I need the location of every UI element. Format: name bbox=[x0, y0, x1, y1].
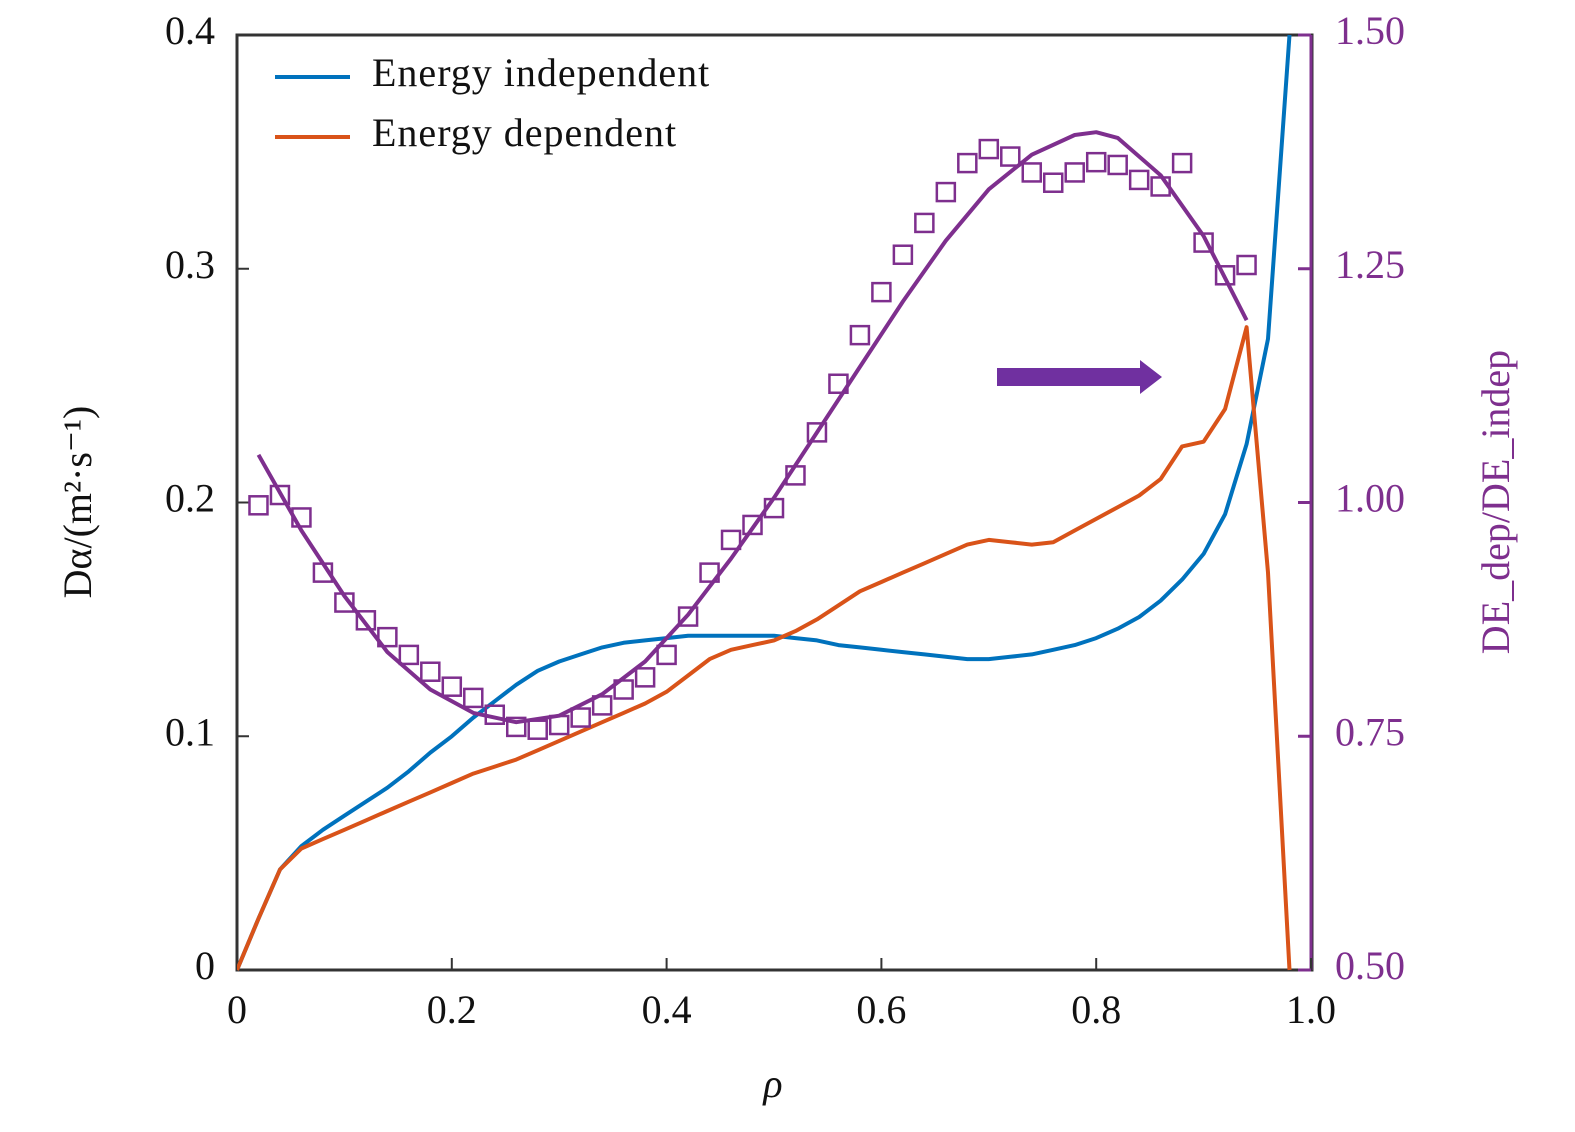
square-marker bbox=[1236, 254, 1257, 276]
legend-label: Energy independent bbox=[372, 50, 710, 95]
y2-tick-label: 0.75 bbox=[1335, 709, 1405, 754]
x-tick-label: 0.4 bbox=[642, 987, 692, 1032]
square-marker bbox=[677, 606, 699, 627]
square-marker bbox=[505, 716, 527, 738]
x-axis-label: ρ bbox=[761, 1061, 782, 1106]
arrow bbox=[997, 360, 1162, 394]
y-tick-label: 0.4 bbox=[165, 8, 215, 53]
square-marker bbox=[570, 707, 591, 728]
square-marker bbox=[613, 679, 634, 700]
square-marker bbox=[935, 181, 957, 203]
square-marker bbox=[634, 667, 656, 688]
x-tick-label: 1.0 bbox=[1286, 987, 1336, 1032]
square-marker bbox=[914, 212, 935, 234]
square-marker bbox=[1085, 151, 1107, 173]
y-axis-label: Dα/(m²·s⁻¹) bbox=[55, 406, 100, 599]
square-marker bbox=[1042, 172, 1064, 193]
x-tick-label: 0.8 bbox=[1071, 987, 1121, 1032]
square-marker bbox=[527, 719, 548, 740]
square-marker bbox=[1171, 152, 1193, 174]
square-marker bbox=[355, 610, 377, 631]
square-marker bbox=[656, 644, 677, 666]
x-tick-label: 0.2 bbox=[427, 987, 477, 1032]
y2-tick-label: 1.50 bbox=[1335, 8, 1405, 53]
y-tick-label: 0.2 bbox=[165, 476, 215, 521]
square-marker bbox=[957, 152, 978, 174]
square-marker bbox=[441, 676, 463, 697]
series-line bbox=[256, 130, 1249, 725]
square-marker bbox=[806, 422, 828, 443]
square-marker bbox=[1021, 162, 1043, 183]
legend-label: Energy dependent bbox=[372, 110, 677, 155]
square-marker bbox=[1064, 162, 1085, 183]
series-line bbox=[237, 34, 1292, 971]
y-tick-label: 0 bbox=[195, 943, 215, 988]
y2-tick-label: 1.25 bbox=[1335, 242, 1405, 287]
square-marker bbox=[463, 687, 484, 709]
square-marker bbox=[548, 714, 570, 736]
square-marker bbox=[978, 138, 1000, 160]
y-tick-label: 0.3 bbox=[165, 242, 215, 287]
square-marker bbox=[1128, 169, 1150, 191]
plot-frame bbox=[235, 33, 1314, 972]
square-marker bbox=[1000, 146, 1021, 167]
y2-tick-label: 1.00 bbox=[1335, 476, 1405, 521]
square-marker bbox=[1107, 154, 1128, 176]
y-tick-label: 0.1 bbox=[165, 709, 215, 754]
series-line bbox=[237, 325, 1292, 971]
square-marker bbox=[892, 244, 914, 265]
x-tick-label: 0.6 bbox=[856, 987, 906, 1032]
y2-tick-label: 0.50 bbox=[1335, 943, 1405, 988]
square-marker bbox=[398, 644, 420, 666]
square-marker bbox=[871, 281, 892, 303]
x-tick-label: 0 bbox=[227, 987, 247, 1032]
square-marker bbox=[720, 529, 742, 551]
square-marker bbox=[742, 514, 763, 536]
square-marker bbox=[849, 324, 871, 346]
square-marker bbox=[420, 661, 441, 682]
square-marker bbox=[1214, 265, 1236, 286]
y2-axis-label: DE_dep/DE_indep bbox=[1473, 350, 1518, 654]
square-marker bbox=[269, 484, 291, 506]
square-marker bbox=[248, 495, 269, 516]
